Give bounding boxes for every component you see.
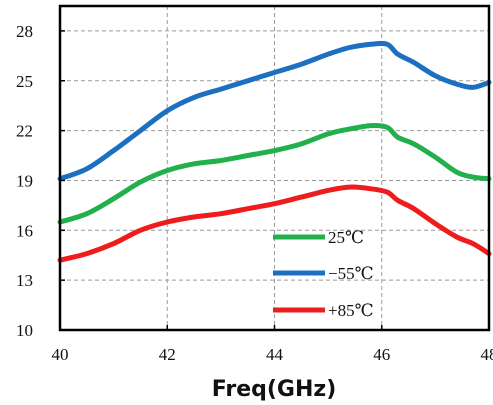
series-layer [57, 40, 492, 263]
y-tick-label: 13 [16, 271, 33, 290]
x-tick-label: 46 [373, 345, 390, 364]
legend-label: −55℃ [328, 264, 374, 283]
y-tick-label: 19 [16, 171, 33, 190]
y-tick-label: 10 [16, 321, 33, 340]
x-axis-ticks: 40 42 44 46 48 [52, 325, 493, 364]
y-axis-ticks: 10 13 16 19 22 25 28 [16, 22, 65, 340]
series-line-1 [57, 40, 492, 182]
x-axis-label: Freq(GHz) [212, 377, 337, 402]
y-tick-label: 28 [16, 22, 33, 41]
legend: 25℃ −55℃ +85℃ [273, 228, 374, 320]
legend-label: 25℃ [328, 228, 364, 247]
y-tick-label: 16 [16, 221, 33, 240]
y-tick-label: 25 [16, 72, 33, 91]
x-tick-label: 42 [159, 345, 176, 364]
x-tick-label: 48 [481, 345, 493, 364]
x-tick-label: 44 [266, 345, 284, 364]
legend-label: +85℃ [328, 301, 374, 320]
series-line-2 [57, 184, 492, 263]
y-tick-label: 22 [16, 122, 33, 141]
grid-lines [60, 6, 489, 330]
x-tick-label: 40 [52, 345, 69, 364]
series-line-0 [57, 123, 492, 225]
